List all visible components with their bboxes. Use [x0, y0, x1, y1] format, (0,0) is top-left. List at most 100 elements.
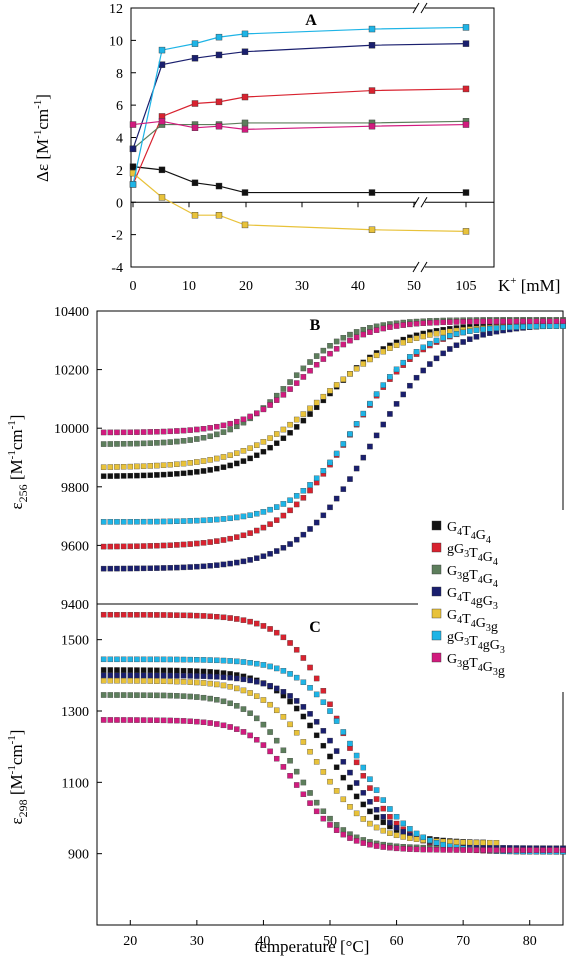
- panel-b-point: [273, 431, 280, 437]
- panel-c-point: [254, 660, 260, 667]
- panel-b-point: [333, 338, 340, 345]
- panel-b-point: [187, 564, 193, 570]
- panel-c-point: [473, 847, 480, 853]
- panel-c-point: [234, 685, 240, 692]
- panel-b-point: [353, 329, 360, 335]
- panel-c-point: [480, 847, 486, 853]
- panel-c-point: [340, 831, 347, 838]
- panel-b-point: [194, 517, 200, 524]
- panel-b-point: [154, 440, 160, 446]
- panel-c-point: [320, 688, 327, 694]
- panel-c-point: [373, 814, 380, 821]
- panel-b-point: [200, 563, 207, 570]
- panel-c-point: [473, 839, 480, 846]
- panel-b-point: [360, 326, 367, 333]
- panel-c-point: [347, 835, 353, 841]
- panel-b-point: [174, 564, 180, 571]
- panel-b-point: [320, 347, 327, 354]
- panel-c-point: [307, 664, 313, 671]
- panel-c-point: [240, 617, 247, 623]
- panel-b-point: [340, 441, 347, 447]
- panel-b-point: [127, 463, 134, 470]
- panel-c-point: [154, 656, 160, 663]
- panel-c-point: [100, 692, 107, 698]
- panel-c-point: [287, 773, 293, 779]
- panel-b-point: [367, 356, 373, 363]
- panel-a-point: [241, 189, 249, 196]
- panel-b-point: [154, 565, 160, 571]
- panel-b-point: [400, 339, 406, 346]
- panel-b-point: [560, 323, 566, 329]
- panel-b-point: [114, 473, 120, 479]
- panel-c-point: [453, 847, 460, 853]
- panel-c-point: [347, 804, 353, 810]
- panel-c-ylabel: ε298 [M-1cm-1]: [6, 730, 30, 825]
- panel-c-point: [267, 663, 273, 670]
- panel-b-point: [387, 411, 393, 417]
- panel-c-point: [273, 629, 280, 636]
- panel-b-point: [180, 541, 187, 548]
- panel-c-point: [127, 612, 134, 618]
- panel-a-axis-break-mark: [412, 261, 420, 273]
- panel-b-point: [393, 401, 400, 407]
- legend-label: gG3T4G4: [447, 542, 498, 568]
- panel-c-point: [267, 701, 273, 708]
- panel-b-point: [174, 518, 180, 525]
- panel-b-point: [407, 382, 413, 389]
- panel-c-point: [260, 680, 267, 687]
- panel-c-point: [560, 847, 566, 853]
- panel-c-point: [207, 673, 213, 680]
- panel-b-point: [307, 368, 313, 374]
- panel-c-point: [247, 618, 253, 625]
- panel-b-point: [100, 473, 107, 479]
- panel-c-point: [174, 678, 180, 685]
- panel-b-point: [280, 501, 287, 507]
- panel-c-point: [373, 807, 380, 813]
- panel-a-point: [158, 118, 166, 125]
- panel-a-point: [462, 40, 470, 47]
- panel-b-point: [220, 454, 227, 460]
- panel-c-point: [313, 691, 320, 698]
- panel-b-point: [367, 400, 373, 407]
- panel-b-point: [307, 482, 313, 488]
- panel-b-point: [300, 411, 307, 417]
- panel-b-point: [167, 471, 173, 478]
- panel-b-point: [407, 321, 413, 328]
- panel-c-point: [147, 717, 154, 723]
- panel-c-point: [353, 793, 360, 800]
- panel-c-point: [194, 673, 200, 679]
- panel-a-point: [129, 145, 137, 153]
- panel-b-point: [147, 543, 154, 549]
- panel-a-point: [462, 85, 470, 93]
- panel-b-point: [200, 468, 207, 474]
- panel-b-point: [467, 318, 473, 325]
- panel-b-point: [147, 429, 154, 435]
- panel-b-point: [174, 542, 180, 548]
- panel-c-point: [546, 847, 553, 853]
- panel-c-point: [307, 790, 313, 796]
- panel-b-point: [373, 391, 380, 397]
- panel-a-point: [215, 51, 223, 59]
- legend-label: gG3T4gG3: [447, 630, 505, 656]
- panel-b-point: [387, 324, 393, 330]
- legend-marker: [431, 586, 442, 597]
- panel-b-point: [460, 329, 466, 336]
- legend-label: G3gT4G3g: [447, 652, 505, 679]
- panel-b-point: [320, 468, 327, 474]
- panel-c-point: [160, 656, 167, 663]
- panel-c-point: [200, 719, 207, 726]
- panel-b-point: [427, 361, 433, 367]
- panel-c-point: [180, 673, 187, 679]
- panel-c-point: [160, 612, 167, 618]
- panel-c-point: [174, 656, 180, 663]
- panel-b-point: [413, 349, 420, 355]
- panel-c-point: [207, 680, 213, 687]
- panel-b-point: [254, 442, 260, 448]
- panel-c-point: [154, 717, 160, 723]
- panel-a-point: [215, 182, 223, 190]
- panel-c-point: [200, 657, 207, 663]
- panel-b-point: [487, 318, 493, 325]
- panel-b-point: [114, 519, 120, 525]
- panel-b-point: [120, 429, 127, 436]
- panel-c-point: [300, 713, 307, 720]
